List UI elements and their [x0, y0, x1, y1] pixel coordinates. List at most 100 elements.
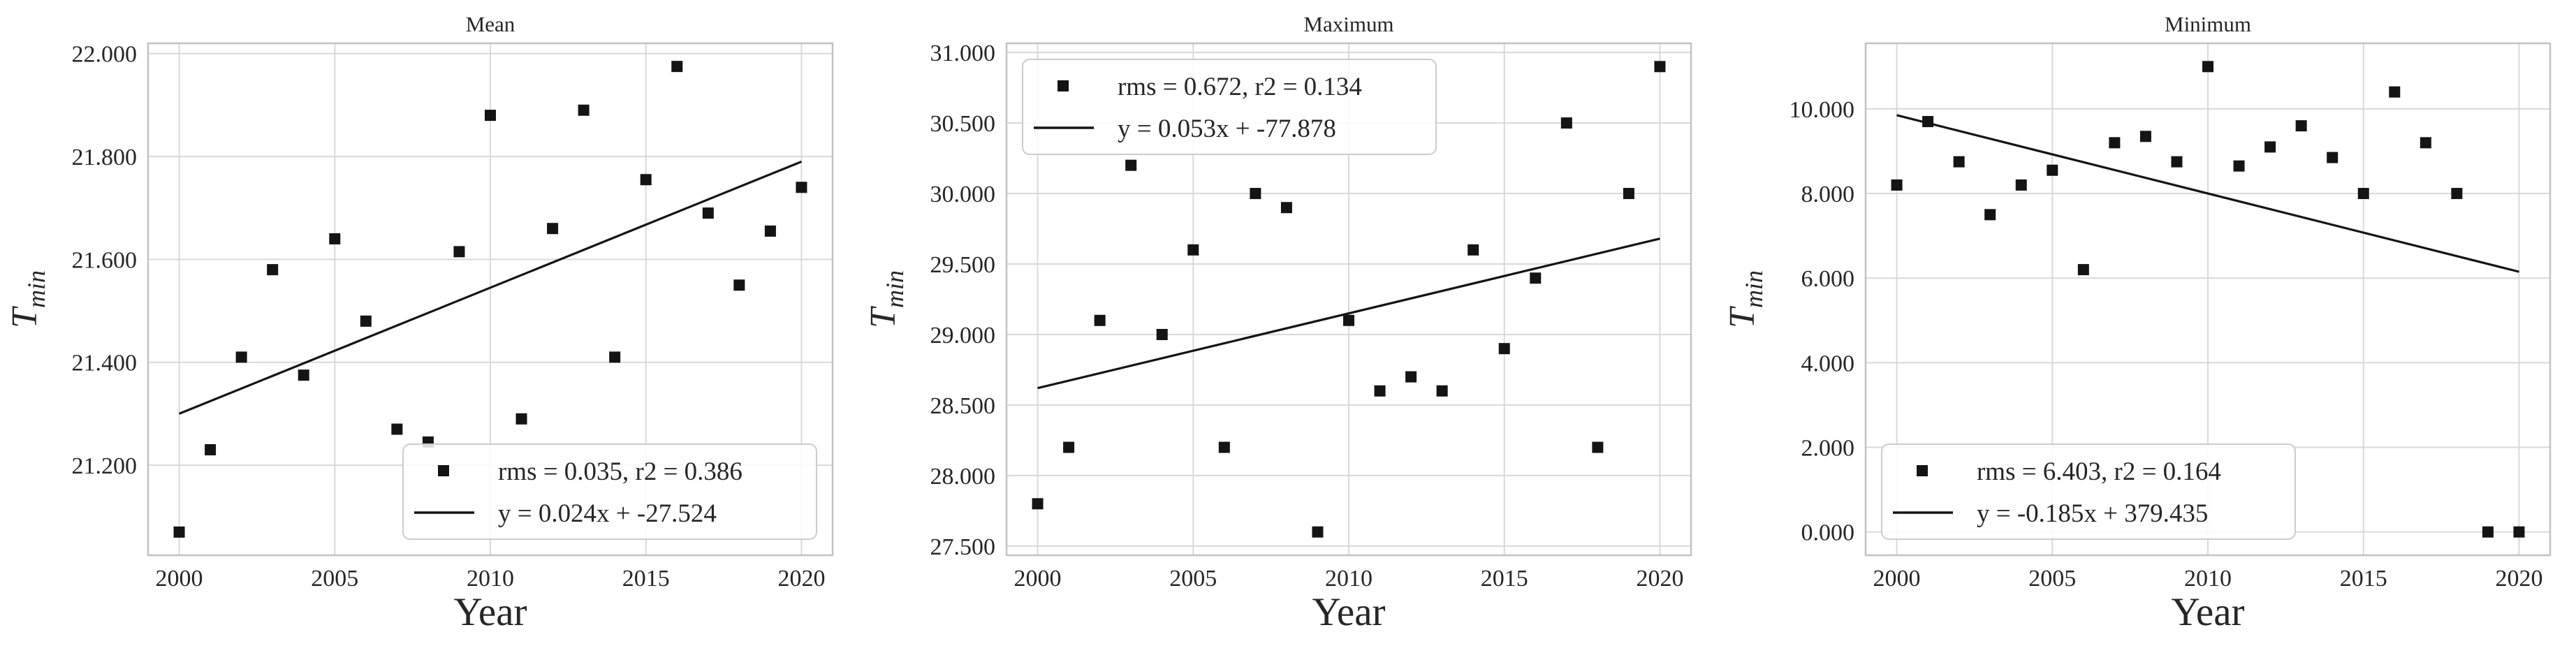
x-tick-label: 2020	[2495, 566, 2542, 592]
data-point	[1125, 159, 1137, 171]
data-point	[1953, 156, 1965, 168]
y-tick-label: 30.500	[930, 111, 995, 137]
data-point	[1405, 371, 1417, 383]
plot-background	[0, 0, 859, 653]
subplot-maximum: 2000 2005 2010 2015 2020 27.500 28.000 28.500 29…	[858, 0, 1718, 653]
data-point	[609, 351, 621, 363]
data-point	[1654, 61, 1666, 73]
data-point	[298, 369, 309, 381]
trend-line	[1037, 237, 1661, 390]
data-point	[1312, 526, 1324, 538]
data-point	[2015, 179, 2027, 191]
chart-title: Maximum	[1304, 12, 1394, 36]
data-point	[2171, 156, 2183, 168]
y-tick-label: 31.000	[930, 41, 995, 66]
maximum-chart: 2000 2005 2010 2015 2020 27.500 28.000 28.500 29…	[858, 0, 1718, 653]
x-tick-label: 2015	[1481, 566, 1528, 592]
y-axis-label: Tmin	[863, 270, 909, 328]
data-point	[1157, 328, 1169, 340]
y-tick-label: 8.000	[1801, 182, 1854, 207]
data-point	[2233, 160, 2245, 172]
x-axis-label: Year	[453, 590, 527, 634]
x-tick-label: 2010	[1325, 566, 1373, 592]
x-tick-label: 2015	[2339, 566, 2387, 592]
legend-box	[1022, 59, 1437, 155]
y-tick-label: 30.000	[930, 182, 995, 207]
x-tick-label: 2020	[777, 566, 825, 592]
data-point	[796, 182, 807, 193]
x-tick-label: 2010	[2184, 566, 2232, 592]
y-tick-label: 29.000	[930, 323, 995, 348]
x-tick-label: 2000	[1014, 566, 1062, 592]
legend-box	[402, 443, 817, 540]
data-point	[1984, 209, 1996, 221]
data-point	[671, 61, 683, 73]
data-point	[640, 174, 652, 186]
legend-marker-sample	[437, 465, 449, 476]
data-point	[515, 413, 527, 425]
minimum-chart: 2000 2005 2010 2015 2020 0.000 2.000 4.000 6.000…	[1717, 0, 2576, 653]
data-point	[2077, 264, 2089, 276]
y-tick-label: 0.000	[1801, 520, 1854, 546]
x-tick-label: 2005	[311, 566, 358, 592]
data-point	[1187, 244, 1199, 256]
data-point	[2451, 188, 2463, 200]
x-tick-label: 2020	[1637, 566, 1684, 592]
data-point	[2420, 137, 2431, 149]
subplot-minimum: 2000 2005 2010 2015 2020 0.000 2.000 4.000 6.000…	[1717, 0, 2576, 653]
legend-marker-sample	[1916, 465, 1928, 476]
legend-marker-sample	[1058, 80, 1069, 91]
y-tick-label: 21.600	[72, 247, 137, 273]
data-point	[578, 104, 590, 116]
data-point	[764, 225, 776, 237]
data-point	[1623, 188, 1635, 200]
data-point	[2326, 152, 2338, 163]
y-tick-label: 27.500	[930, 534, 995, 560]
data-point	[1530, 272, 1542, 284]
data-point	[1343, 314, 1355, 326]
legend-entry-label: rms = 0.035, r2 = 0.386	[498, 457, 742, 486]
data-point	[2139, 131, 2151, 142]
chart-title: Minimum	[2165, 12, 2251, 36]
data-point	[733, 279, 745, 291]
data-point	[1922, 116, 1933, 128]
y-tick-label: 28.000	[930, 464, 995, 490]
scatter-points	[1032, 61, 1666, 538]
trend-line	[178, 160, 803, 415]
legend-entry-label: y = 0.024x + -27.524	[498, 499, 717, 528]
x-tick-label: 2010	[467, 566, 514, 592]
data-point	[1281, 202, 1293, 214]
legend: rms = 0.672, r2 = 0.134 y = 0.053x + -77.…	[1022, 59, 1437, 155]
x-tick-label: 2005	[1170, 566, 1217, 592]
data-point	[2295, 120, 2307, 132]
legend-entry-label: y = -0.185x + 379.435	[1977, 499, 2208, 528]
data-point	[391, 423, 403, 435]
scatter-points	[173, 61, 807, 538]
data-point	[2357, 188, 2369, 200]
axes-frame	[1864, 42, 2551, 557]
data-point	[1499, 343, 1511, 355]
x-tick-label: 2015	[622, 566, 670, 592]
data-point	[1891, 179, 1903, 191]
data-point	[1592, 441, 1604, 453]
data-point	[360, 315, 372, 327]
y-tick-label: 6.000	[1801, 266, 1854, 292]
y-tick-label: 10.000	[1789, 97, 1854, 123]
data-point	[547, 223, 559, 235]
y-tick-label: 22.000	[72, 42, 137, 68]
data-point	[205, 443, 217, 455]
mean-chart: 2000 2005 2010 2015 2020 21.200 21.400 21.600 21…	[0, 0, 859, 653]
y-tick-label: 29.500	[930, 252, 995, 278]
data-point	[2513, 526, 2525, 538]
data-point	[1094, 314, 1106, 326]
data-point	[267, 264, 279, 276]
scatter-points	[1891, 61, 2525, 538]
y-axis-label: Tmin	[5, 270, 50, 328]
y-tick-label: 21.800	[72, 145, 137, 170]
data-point	[1250, 188, 1261, 200]
y-tick-label: 21.400	[72, 351, 137, 376]
data-point	[1374, 385, 1386, 397]
chart-title: Mean	[466, 12, 515, 36]
y-axis-label: Tmin	[1722, 270, 1768, 328]
